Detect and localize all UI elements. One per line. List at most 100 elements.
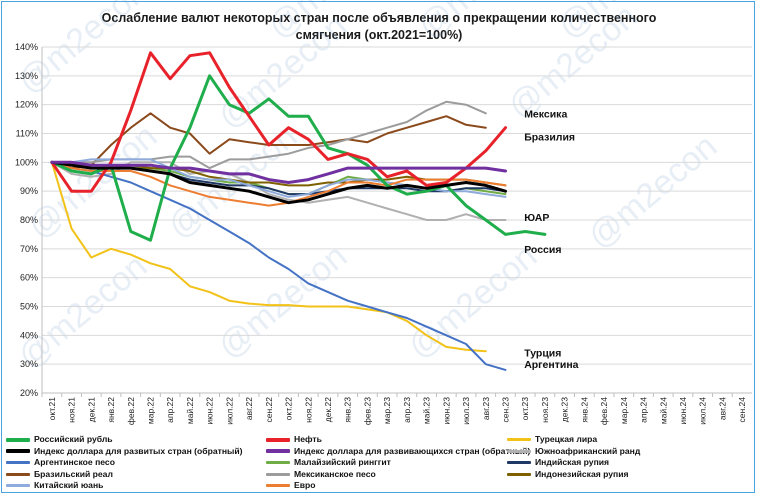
watermark-text: @m2econ [401, 237, 545, 366]
legend-item: Аргентинское песо [6, 456, 115, 468]
legend-swatch [6, 449, 30, 454]
legend-swatch [6, 461, 30, 465]
x-tick-label: апр.23 [402, 397, 412, 423]
x-tick-label: авг.22 [244, 397, 254, 420]
x-tick-label: янв.24 [579, 397, 589, 423]
x-tick-label: мар.23 [382, 397, 392, 424]
legend-label: Малайзийский ринггит [294, 457, 391, 467]
x-tick-label: июл.22 [224, 397, 234, 425]
legend-swatch [266, 484, 290, 488]
x-tick-label: сен.23 [500, 397, 510, 423]
legend-label: Турецкая лира [535, 434, 598, 444]
x-tick-label: сен.24 [737, 397, 747, 423]
legend-swatch [266, 437, 290, 442]
y-tick-label: 90% [20, 186, 38, 196]
series-line [50, 161, 487, 353]
legend-swatch [266, 472, 290, 476]
y-tick-label: 80% [20, 215, 38, 225]
x-tick-label: июн.24 [678, 397, 688, 425]
x-tick-label: июн.23 [441, 397, 451, 425]
x-tick-label: окт.23 [520, 397, 530, 421]
x-tick-label: фев.24 [599, 397, 609, 425]
x-tick-label: янв.23 [343, 397, 353, 423]
legend-label: Китайский юань [34, 480, 104, 490]
legend-swatch [6, 437, 30, 442]
x-tick-label: апр.24 [639, 397, 649, 423]
y-tick-label: 120% [15, 100, 38, 110]
legend-label: Южноафриканский ранд [535, 445, 641, 456]
x-tick-label: окт.22 [284, 397, 294, 421]
legend-label: Аргентинское песо [34, 457, 115, 467]
y-tick-label: 140% [15, 42, 38, 52]
legend-item: Индекс доллара для развивающихся стран (… [266, 445, 530, 457]
x-tick-label: мар.22 [145, 397, 155, 424]
legend-swatch [507, 461, 531, 465]
y-tick-label: 20% [20, 388, 38, 398]
x-tick-label: ноя.23 [540, 397, 550, 423]
series-line [50, 161, 507, 371]
legend-item: Малайзийский ринггит [266, 456, 391, 468]
legend-swatch [266, 449, 290, 454]
series-line [50, 160, 507, 205]
legend-label: Евро [294, 480, 316, 490]
x-tick-label: янв.22 [106, 397, 116, 423]
x-tick-label: фев.23 [362, 397, 372, 425]
legend-item: Индонезийская рупия [507, 468, 629, 480]
y-tick-label: 130% [15, 71, 38, 81]
x-tick-label: май.23 [422, 397, 432, 424]
legend-swatch [507, 472, 531, 476]
y-tick-label: 70% [20, 244, 38, 254]
series-annotation: Россия [524, 244, 561, 256]
x-tick-label: июл.24 [698, 397, 708, 425]
x-tick-label: дек.22 [323, 397, 333, 422]
legend-swatch [266, 461, 290, 465]
y-tick-label: 40% [20, 330, 38, 340]
y-tick-label: 100% [15, 157, 38, 167]
y-tick-label: 60% [20, 273, 38, 283]
legend-item: Китайский юань [6, 479, 103, 491]
legend-item: Южноафриканский ранд [507, 445, 640, 457]
title-line-1: Ослабление валют некоторых стран после о… [101, 11, 657, 25]
series-annotation: ЮАР [524, 212, 549, 224]
x-tick-label: апр.22 [165, 397, 175, 423]
series-line [50, 160, 507, 184]
legend-label: Индийская рупия [535, 457, 610, 467]
legend-swatch [6, 472, 30, 476]
x-tick-label: дек.21 [86, 397, 96, 422]
legend-label: Российский рубль [34, 434, 113, 444]
legend-label: Индонезийская рупия [535, 468, 629, 479]
legend-item: Российский рубль [6, 433, 113, 445]
y-tick-label: 50% [20, 302, 38, 312]
watermark-text: @m2econ [11, 247, 155, 376]
x-tick-label: июл.23 [461, 397, 471, 425]
x-tick-label: авг.24 [717, 397, 727, 420]
legend-label: Бразильский реал [34, 468, 113, 479]
x-tick-label: окт.21 [47, 397, 57, 421]
x-tick-label: июн.22 [205, 397, 215, 425]
x-tick-label: фев.22 [126, 397, 136, 425]
series-line [50, 51, 507, 193]
series-annotation: Мексика [524, 108, 567, 120]
x-tick-label: мар.24 [619, 397, 629, 424]
legend-item: Индийская рупия [507, 456, 609, 468]
legend-label: Нефть [294, 434, 322, 444]
legend-item: Индекс доллара для развитых стран (обрат… [6, 445, 243, 457]
legend-label: Индекс доллара для развивающихся стран (… [294, 445, 531, 456]
legend-swatch [507, 438, 531, 442]
legend-swatch [507, 449, 531, 453]
x-tick-label: авг.23 [481, 397, 491, 420]
legend-item: Бразильский реал [6, 468, 113, 480]
x-tick-label: ноя.21 [67, 397, 77, 423]
series-annotation: Бразилия [524, 131, 575, 143]
y-tick-label: 110% [16, 129, 38, 139]
chart-title: Ослабление валют некоторых стран после о… [0, 10, 758, 44]
x-tick-label: май.22 [185, 397, 195, 424]
x-tick-label: дек.23 [560, 397, 570, 422]
legend-swatch [6, 484, 30, 488]
series-annotation: Турция [524, 348, 561, 360]
legend-item: Турецкая лира [507, 433, 597, 445]
watermark-text: @m2econ [411, 0, 555, 46]
legend-label: Мексиканское песо [294, 468, 376, 479]
